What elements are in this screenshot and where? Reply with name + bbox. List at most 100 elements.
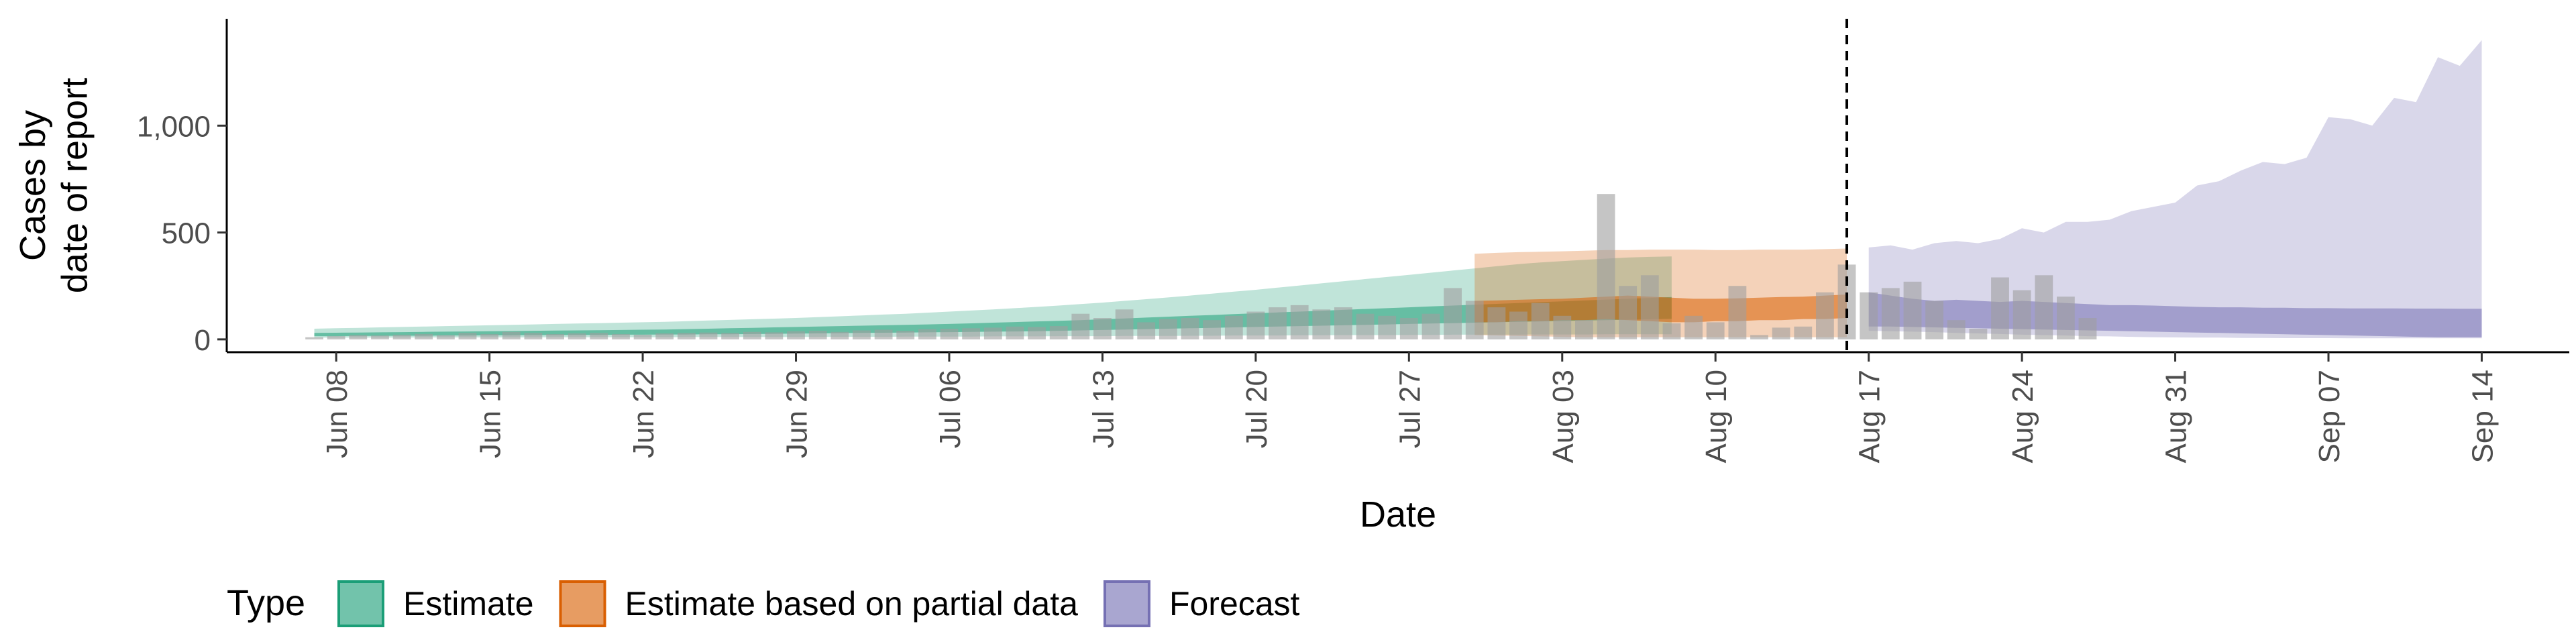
bar-reported-cases	[1860, 292, 1878, 339]
bar-reported-cases	[524, 333, 543, 339]
bar-reported-cases	[678, 333, 696, 339]
bar-reported-cases	[1509, 311, 1527, 339]
bar-reported-cases	[1071, 313, 1090, 339]
bar-reported-cases	[1378, 315, 1397, 339]
bar-reported-cases	[1049, 326, 1068, 339]
y-axis-title-line: Cases by	[13, 110, 53, 261]
x-tick-label: Aug 17	[1854, 370, 1886, 463]
x-tick-label: Jun 22	[627, 370, 660, 458]
bar-reported-cases	[2078, 318, 2097, 339]
bar-reported-cases	[392, 334, 411, 339]
bar-reported-cases	[1619, 286, 1638, 339]
bar-reported-cases	[1159, 319, 1177, 339]
ribbon-inner-partial	[1474, 294, 1847, 323]
bar-reported-cases	[1356, 313, 1375, 339]
x-tick-label: Jul 13	[1087, 370, 1120, 448]
x-tick-label: Jul 20	[1240, 370, 1273, 448]
bar-reported-cases	[1925, 301, 1943, 339]
x-tick-label: Jun 08	[321, 370, 354, 458]
bar-reported-cases	[1816, 292, 1834, 339]
bar-reported-cases	[1224, 315, 1243, 339]
bar-reported-cases	[1706, 322, 1725, 339]
x-tick-label: Aug 10	[1700, 370, 1733, 463]
legend-title: Type	[227, 583, 305, 623]
bar-reported-cases	[1947, 320, 1966, 339]
bar-reported-cases	[830, 331, 849, 339]
legend-swatch-estimate	[337, 580, 384, 627]
bar-reported-cases	[1597, 194, 1615, 339]
bar-reported-cases	[546, 333, 564, 339]
x-tick-label: Aug 24	[2006, 370, 2039, 463]
bar-reported-cases	[1772, 327, 1790, 339]
bar-reported-cases	[305, 337, 323, 339]
bar-reported-cases	[896, 331, 915, 339]
bar-reported-cases	[502, 331, 521, 339]
bar-reported-cases	[1181, 318, 1199, 339]
legend-swatch-forecast	[1103, 580, 1150, 627]
bar-reported-cases	[1575, 320, 1593, 339]
bar-reported-cases	[1662, 323, 1681, 339]
legend-label-partial: Estimate based on partial data	[625, 585, 1079, 623]
bar-reported-cases	[853, 330, 871, 339]
bar-reported-cases	[1553, 315, 1572, 339]
bar-reported-cases	[2035, 275, 2053, 339]
bar-reported-cases	[327, 336, 345, 339]
legend-label-estimate: Estimate	[403, 585, 534, 623]
bar-reported-cases	[699, 332, 718, 339]
ribbon-outer-partial	[1474, 248, 1847, 337]
bar-reported-cases	[1991, 277, 2009, 339]
bar-reported-cases	[1465, 301, 1484, 339]
bar-reported-cases	[1728, 286, 1747, 339]
bar-reported-cases	[765, 332, 784, 339]
bar-reported-cases	[940, 329, 959, 339]
bar-reported-cases	[590, 333, 608, 339]
bar-reported-cases	[1750, 335, 1768, 339]
y-tick-label: 500	[162, 217, 211, 250]
x-tick-label: Sep 14	[2467, 370, 2500, 463]
bar-reported-cases	[371, 335, 389, 339]
bar-reported-cases	[1290, 305, 1309, 339]
bar-reported-cases	[2057, 297, 2075, 339]
y-axis-title: Cases bydate of report	[13, 78, 95, 293]
bar-reported-cases	[1203, 320, 1221, 339]
bar-reported-cases	[1093, 318, 1112, 339]
legend-swatch-partial	[559, 580, 606, 627]
reported-cases-bars	[305, 194, 2097, 339]
x-tick-label: Jun 29	[781, 370, 814, 458]
bar-reported-cases	[2012, 290, 2031, 339]
bar-reported-cases	[1006, 326, 1024, 339]
ribbon-layer	[314, 40, 2482, 339]
bar-reported-cases	[1794, 326, 1813, 339]
bar-reported-cases	[568, 333, 586, 339]
legend: Type Estimate Estimate based on partial da…	[227, 580, 1300, 627]
bar-reported-cases	[612, 333, 630, 339]
legend-label-forecast: Forecast	[1169, 585, 1300, 623]
bar-reported-cases	[1684, 315, 1703, 339]
bar-reported-cases	[1903, 281, 1922, 339]
bar-reported-cases	[1640, 275, 1659, 339]
bar-reported-cases	[1137, 322, 1156, 339]
bar-reported-cases	[743, 331, 761, 339]
bar-reported-cases	[437, 335, 455, 339]
y-axis-title-line: date of report	[54, 78, 95, 293]
x-tick-label: Aug 03	[1547, 370, 1580, 463]
bar-reported-cases	[1531, 303, 1550, 339]
x-tick-label: Aug 31	[2160, 370, 2193, 463]
bar-reported-cases	[1399, 318, 1418, 339]
bar-reported-cases	[962, 328, 980, 339]
x-tick-label: Jun 15	[474, 370, 507, 458]
bar-reported-cases	[1246, 311, 1265, 339]
y-tick-label: 0	[195, 324, 211, 357]
x-tick-label: Sep 07	[2313, 370, 2346, 463]
bar-reported-cases	[1115, 309, 1134, 339]
bar-reported-cases	[918, 329, 936, 339]
bar-reported-cases	[1269, 307, 1287, 339]
bar-reported-cases	[787, 331, 805, 339]
bar-reported-cases	[458, 333, 477, 339]
bar-reported-cases	[480, 333, 498, 339]
bar-reported-cases	[1334, 307, 1352, 339]
bar-reported-cases	[1028, 327, 1046, 339]
bar-reported-cases	[808, 331, 827, 339]
bar-reported-cases	[1487, 307, 1506, 339]
